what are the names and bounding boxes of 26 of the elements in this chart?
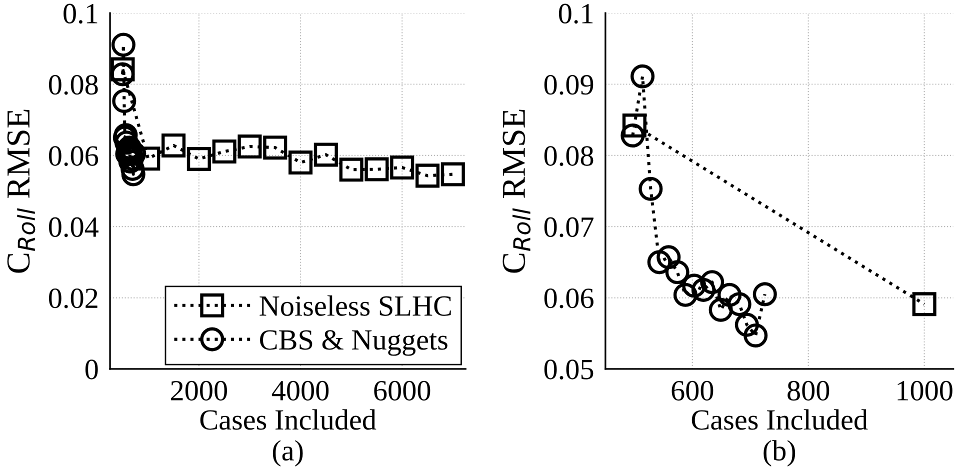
legend-label: CBS & Nuggets [260,330,448,356]
x-tick-label: 6000 [374,380,430,401]
y-tick-label: 0.02 [48,288,98,308]
y-tick-label: 0 [85,360,98,380]
x-tick-label: 4000 [272,380,329,401]
x-axis-title: Cases Included [200,409,376,430]
x-axis-title: Cases Included [692,409,868,430]
y-axis-title: C$_{Roll}$ RMSE [7,110,36,273]
y-tick-label: 0.1 [64,4,98,24]
y-tick-label: 0.06 [544,288,594,308]
y-tick-label: 0.09 [544,74,594,95]
y-tick-label: 0.06 [48,146,98,166]
x-tick-label: 1000 [898,380,952,401]
x-tick-label: 2000 [171,380,227,401]
y-tick-label: 0.08 [544,146,594,166]
y-tick-label: 0.1 [558,4,593,24]
text: (b) [764,440,796,467]
y-tick-label: 0.07 [544,217,594,238]
y-tick-label: 0.05 [544,360,594,380]
x-tick-label: 800 [788,380,830,401]
text: (a) [272,440,303,467]
legend-label: Noiseless SLHC [260,295,451,316]
y-tick-label: 0.08 [48,74,98,95]
y-tick-label: 0.04 [48,217,98,238]
y-axis-title: C$_{Roll}$ RMSE [502,110,531,273]
x-tick-label: 600 [672,380,714,401]
